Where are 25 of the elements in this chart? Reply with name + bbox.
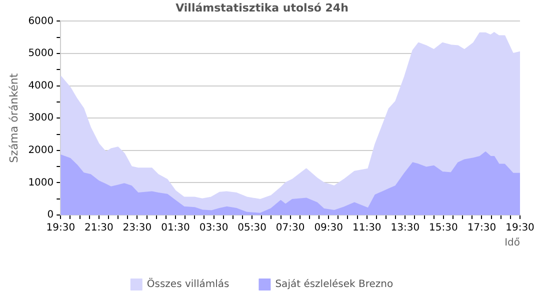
chart-title: Villámstatisztika utolsó 24h (176, 1, 348, 14)
x-tick-label: 01:30 (161, 222, 190, 234)
y-tick-label: 2000 (28, 144, 54, 156)
y-tick-label: 5000 (28, 48, 54, 60)
y-tick-label: 3000 (28, 112, 54, 124)
x-tick-label: 17:30 (467, 222, 496, 234)
x-tick-label: 13:30 (390, 222, 420, 234)
y-axis-title: Száma óránként (7, 72, 20, 163)
x-tick-label: 09:30 (314, 222, 344, 234)
x-tick-label: 15:30 (429, 222, 458, 234)
legend-label: Összes villámlás (146, 277, 230, 290)
x-tick-label: 05:30 (238, 222, 266, 234)
x-axis-title: Idő (504, 238, 520, 249)
x-tick-label: 23:30 (122, 222, 152, 234)
x-tick-label: 03:30 (199, 222, 228, 234)
x-tick-label: 11:30 (352, 222, 382, 234)
legend-label: Saját észlelések Brezno (275, 279, 394, 290)
y-tick-label: 6000 (28, 16, 54, 27)
x-tick-label: 21:30 (84, 222, 114, 234)
y-tick-label: 0 (47, 210, 54, 221)
y-tick-label: 1000 (28, 177, 54, 188)
x-tick-label: 07:30 (276, 222, 305, 234)
y-tick-label: 4000 (28, 80, 54, 92)
x-tick-label: 19:30 (46, 222, 76, 234)
x-tick-label: 19:30 (506, 222, 534, 234)
